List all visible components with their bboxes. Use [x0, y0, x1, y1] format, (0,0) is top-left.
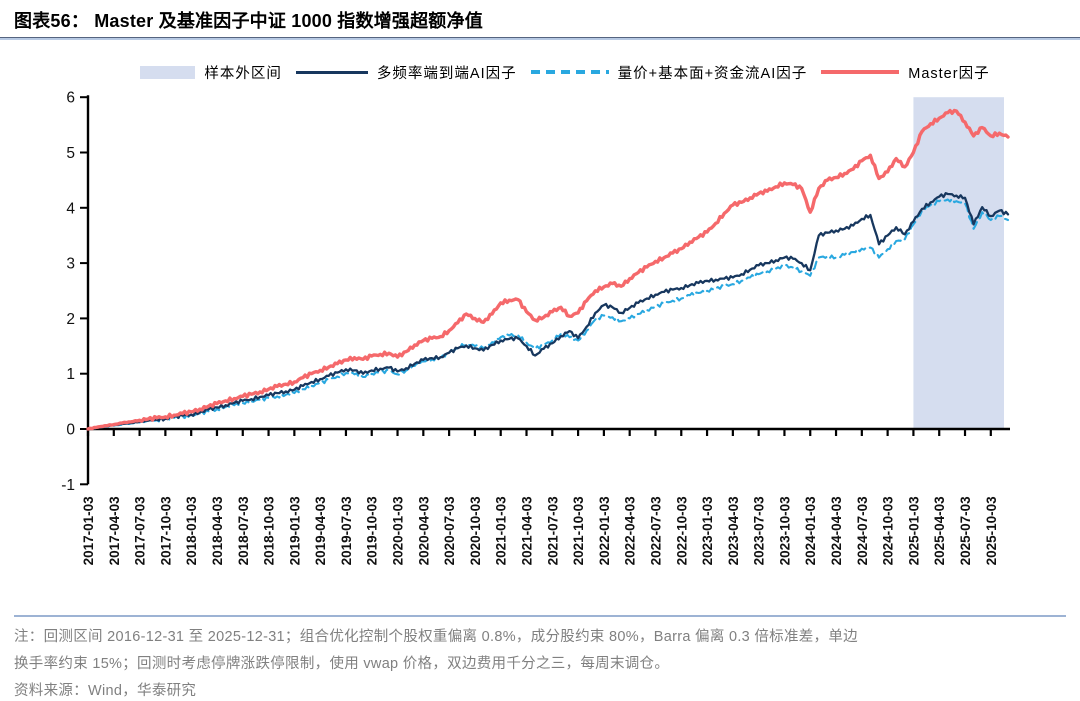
y-axis-tick-label: 2	[66, 311, 75, 328]
x-axis-tick-label: 2022-04-03	[623, 496, 638, 566]
series-master-line	[86, 108, 1010, 431]
y-axis-tick-label: 1	[66, 366, 75, 383]
y-axis-tick-label: 4	[66, 200, 75, 217]
series-volume-fundamental-flow-ai-line	[86, 197, 1010, 431]
legend-label-master-series: Master因子	[908, 65, 990, 82]
x-axis-tick-label: 2023-04-03	[726, 496, 741, 566]
series-multifreq-end-to-end-ai-line	[86, 192, 1010, 431]
x-axis-tick-label: 2021-01-03	[494, 496, 509, 566]
x-axis-tick-label: 2023-10-03	[777, 496, 792, 566]
navy-line-sample-icon	[295, 70, 368, 74]
y-axis-tick-label: 3	[66, 256, 75, 273]
x-axis-tick-label: 2019-10-03	[365, 496, 380, 566]
out-of-sample-shaded-region	[913, 97, 1004, 429]
y-axis-tick-label: 6	[66, 90, 75, 107]
x-axis-tick-label: 2017-10-03	[158, 496, 173, 566]
footnote-separator-rule	[14, 615, 1066, 617]
title-row: 图表56： Master 及基准因子中证 1000 指数增强超额净值	[0, 0, 1080, 37]
chart-legend: 样本外区间 多频率端到端AI因子 量价+基本面+资金流AI因子 Master因子	[60, 61, 1070, 83]
x-axis-tick-label: 2018-04-03	[210, 496, 225, 566]
footnote-line-1: 注：回测区间 2016-12-31 至 2025-12-31；组合优化控制个股权…	[14, 629, 858, 645]
title-underline-rule	[0, 37, 1080, 40]
footnotes: 注：回测区间 2016-12-31 至 2025-12-31；组合优化控制个股权…	[14, 624, 1068, 701]
x-axis-tick-label: 2017-07-03	[133, 496, 148, 566]
x-axis-tick-label: 2017-04-03	[107, 496, 122, 566]
x-axis-tick-label: 2018-10-03	[262, 496, 277, 566]
x-axis-tick-label: 2024-04-03	[829, 496, 844, 566]
x-axis-tick-label: 2023-01-03	[700, 496, 715, 566]
legend-label-navy-series: 多频率端到端AI因子	[376, 65, 517, 82]
x-axis-tick-label: 2022-01-03	[597, 496, 612, 566]
y-axis-tick-label: 5	[66, 145, 75, 162]
x-axis-tick-label: 2021-10-03	[571, 496, 586, 566]
x-axis-tick-label: 2019-01-03	[287, 496, 302, 566]
x-axis-tick-label: 2022-10-03	[674, 496, 689, 566]
x-axis-tick-label: 2017-01-03	[81, 496, 96, 566]
x-axis-tick-label: 2023-07-03	[752, 496, 767, 566]
x-axis-tick-label: 2024-10-03	[881, 496, 896, 566]
x-axis-tick-label: 2020-01-03	[391, 496, 406, 566]
y-axis-tick-label: 0	[66, 422, 75, 439]
x-axis-tick-label: 2024-07-03	[855, 496, 870, 566]
page-title: 图表56： Master 及基准因子中证 1000 指数增强超额净值	[14, 11, 483, 31]
x-axis-tick-label: 2025-01-03	[906, 496, 921, 566]
x-axis-tick-label: 2021-07-03	[545, 496, 560, 566]
x-axis-tick-label: 2019-07-03	[339, 496, 354, 566]
legend-label-cyan-series: 量价+基本面+资金流AI因子	[617, 65, 808, 82]
legend-label-out-of-sample: 样本外区间	[204, 65, 282, 82]
x-axis-tick-label: 2021-04-03	[520, 496, 535, 566]
footnote-line-2: 换手率约束 15%；回测时考虑停牌涨跌停限制，使用 vwap 价格，双边费用千分…	[14, 655, 670, 672]
legend-item-cyan-series: 量价+基本面+资金流AI因子	[530, 62, 808, 83]
x-axis-tick-label: 2018-01-03	[184, 496, 199, 566]
x-axis-tick-label: 2020-10-03	[468, 496, 483, 566]
x-axis-tick-label: 2018-07-03	[236, 496, 251, 566]
x-axis-tick-label: 2022-07-03	[648, 496, 663, 566]
legend-item-master-series: Master因子	[821, 62, 989, 83]
legend-item-out-of-sample: 样本外区间	[140, 62, 282, 83]
out-of-sample-swatch-icon	[140, 65, 196, 79]
y-axis-tick-label: -1	[61, 477, 75, 494]
chart-area: 6 5 4 3 2 1 0 -1 2017-01-03 2017-04-03 2017-07-03 2…	[0, 87, 1080, 597]
x-axis-tick-label: 2024-01-03	[803, 496, 818, 566]
source-line: 资料来源：Wind，华泰研究	[14, 682, 197, 699]
legend-item-navy-series: 多频率端到端AI因子	[295, 62, 517, 83]
red-line-sample-icon	[821, 70, 900, 74]
x-axis-tick-label: 2025-10-03	[984, 496, 999, 566]
x-axis-tick-label: 2019-04-03	[313, 496, 328, 566]
x-axis-tick-label: 2025-04-03	[932, 496, 947, 566]
x-axis-tick-label: 2020-04-03	[416, 496, 431, 566]
x-axis-tick-label: 2020-07-03	[442, 496, 457, 566]
chart-canvas: 6 5 4 3 2 1 0 -1 2017-01-03 2017-04-03 2017-07-03 2…	[61, 90, 1010, 566]
x-axis-tick-label: 2025-07-03	[958, 496, 973, 566]
cyan-dashed-line-sample-icon	[530, 70, 609, 74]
